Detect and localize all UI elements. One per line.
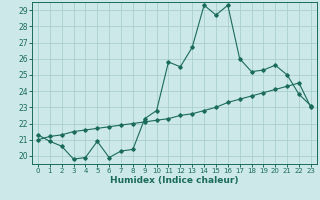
X-axis label: Humidex (Indice chaleur): Humidex (Indice chaleur) [110, 176, 239, 185]
